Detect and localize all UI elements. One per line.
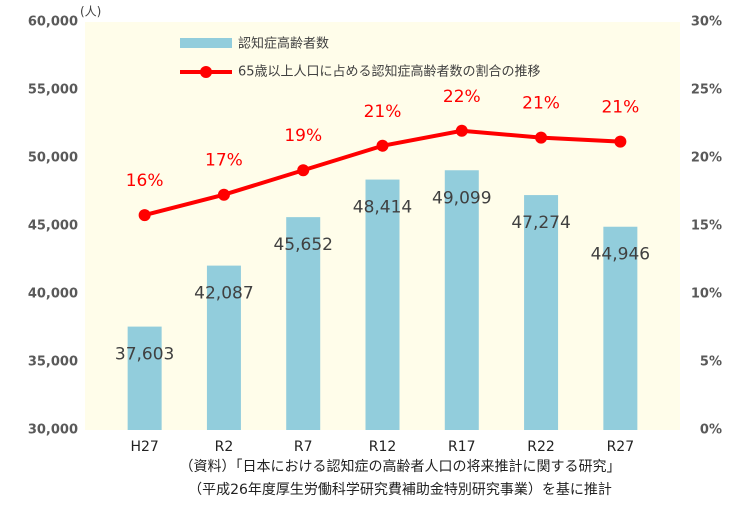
line-value-label: 21% — [601, 98, 639, 118]
bar — [365, 179, 400, 430]
y2-tick-label: 15% — [691, 219, 722, 234]
x-tick-label: R12 — [369, 439, 397, 455]
y2-tick-label: 25% — [691, 83, 722, 98]
line-value-label: 21% — [364, 102, 402, 122]
line-value-label: 19% — [284, 126, 322, 146]
y-tick-label: 55,000 — [28, 83, 78, 98]
x-tick-label: H27 — [130, 439, 158, 455]
note: （平成26年度厚生労働科学研究費補助金特別研究事業）を基に推計 — [188, 481, 612, 498]
bar — [444, 170, 479, 430]
x-tick-label: R7 — [294, 439, 313, 455]
line-marker — [376, 139, 389, 152]
bar-value-label: 49,099 — [432, 188, 491, 208]
x-tick-label: R27 — [607, 439, 635, 455]
line-value-label: 21% — [522, 94, 560, 114]
y2-tick-label: 0% — [700, 423, 722, 438]
legend-label: 認知症高齢者数 — [238, 36, 329, 52]
line-marker — [217, 188, 230, 201]
legend-label: 65歳以上人口に占める認知症高齢者数の割合の推移 — [238, 64, 541, 80]
y-tick-label: 30,000 — [28, 423, 78, 438]
y-tick-label: 35,000 — [28, 355, 78, 370]
line-marker — [455, 124, 468, 137]
bar — [524, 195, 559, 430]
line-marker — [614, 135, 627, 148]
unit-label: (人) — [80, 5, 101, 19]
bar — [603, 226, 638, 430]
bar — [127, 326, 162, 430]
y-tick-label: 50,000 — [28, 151, 78, 166]
x-tick-label: R22 — [527, 439, 555, 455]
y2-tick-label: 10% — [691, 287, 722, 302]
y-tick-label: 45,000 — [28, 219, 78, 234]
legend-swatch — [180, 38, 232, 48]
line-value-label: 17% — [205, 151, 243, 171]
bar-value-label: 47,274 — [511, 213, 570, 233]
line-value-label: 22% — [443, 87, 481, 107]
y2-tick-label: 20% — [691, 151, 722, 166]
y2-tick-label: 5% — [700, 355, 722, 370]
bar-value-label: 42,087 — [194, 284, 253, 304]
line-marker — [138, 209, 151, 222]
bar-value-label: 48,414 — [353, 198, 412, 218]
bar-value-label: 44,946 — [591, 245, 650, 265]
line-marker — [297, 164, 310, 177]
note: （資料）「日本における認知症の高齢者人口の将来推計に関する研究」 — [180, 458, 621, 475]
y-tick-label: 40,000 — [28, 287, 78, 302]
y-tick-label: 60,000 — [28, 15, 78, 30]
y2-tick-label: 30% — [691, 15, 722, 30]
bar-value-label: 45,652 — [273, 235, 332, 255]
bar-value-label: 37,603 — [115, 345, 174, 365]
line-marker — [535, 131, 548, 144]
line-value-label: 16% — [126, 171, 164, 191]
legend-swatch — [200, 66, 212, 78]
bar — [206, 265, 241, 430]
x-tick-label: R17 — [448, 439, 476, 455]
x-tick-label: R2 — [215, 439, 234, 455]
bar — [286, 217, 321, 430]
